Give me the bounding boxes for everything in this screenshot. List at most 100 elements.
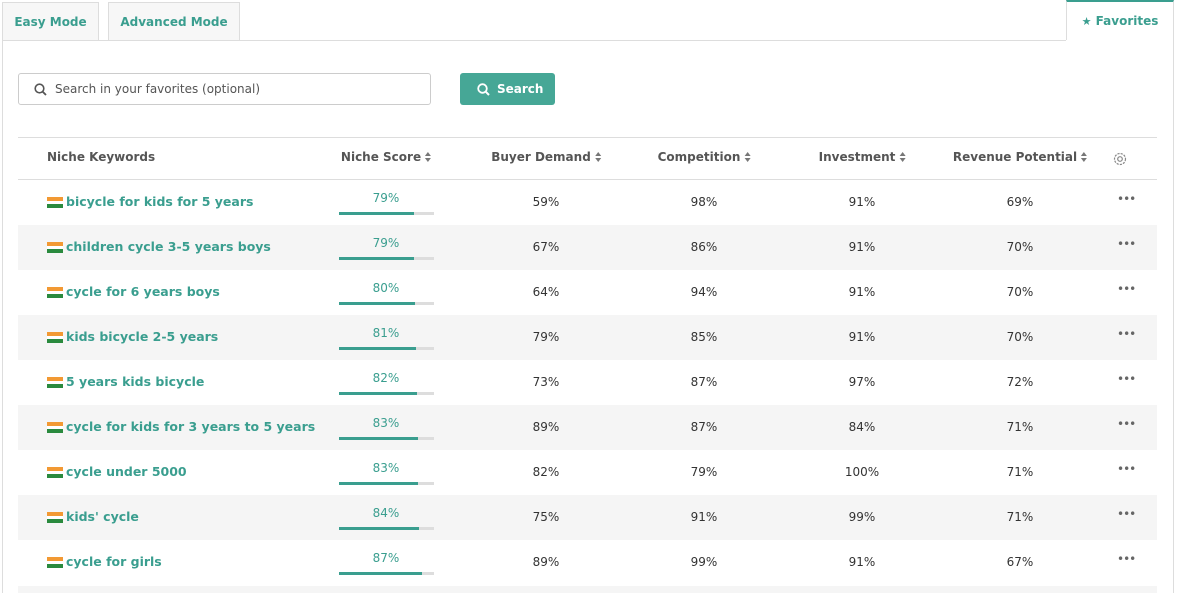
column-header[interactable]: Niche Score	[340, 150, 432, 164]
keyword-link[interactable]: cycle for kids for 3 years to 5 years	[66, 419, 316, 434]
cell-value: 91%	[848, 555, 876, 569]
cell-value: 71%	[1006, 420, 1034, 434]
flag-stripe	[47, 512, 63, 516]
niche-score-label: 87%	[372, 551, 400, 565]
flag-stripe	[47, 339, 63, 343]
header-label: Competition	[657, 150, 741, 164]
tab-label: Favorites	[1095, 14, 1159, 28]
column-header[interactable]: Competition	[658, 150, 751, 164]
cell-value: 79%	[532, 330, 560, 344]
cell-value: 99%	[690, 555, 718, 569]
flag-stripe	[47, 377, 63, 381]
cell-value: 97%	[848, 375, 876, 389]
keyword-link[interactable]: kids' cycle	[66, 509, 139, 524]
tab[interactable]: Advanced Mode	[108, 2, 240, 40]
flag-stripe	[47, 249, 63, 253]
score-bar	[339, 347, 416, 350]
niche-score-label: 81%	[372, 326, 400, 340]
cell-value: 75%	[532, 510, 560, 524]
score-bar	[339, 572, 422, 575]
keyword-link[interactable]: cycle for girls	[66, 554, 162, 569]
keyword-link[interactable]: cycle under 5000	[66, 464, 187, 479]
settings-icon[interactable]	[1112, 151, 1128, 167]
cell-value: 71%	[1006, 510, 1034, 524]
score-bar	[339, 482, 418, 485]
tab-active[interactable]: ★ Favorites	[1066, 0, 1174, 40]
niche-score-label: 80%	[372, 281, 400, 295]
cell-value: 100%	[844, 465, 880, 479]
cell-value: 59%	[532, 195, 560, 209]
cell-value: 85%	[690, 330, 718, 344]
header-label: Niche Keywords	[47, 150, 156, 164]
row-menu[interactable]: •••	[1117, 552, 1136, 566]
header-label: Revenue Potential	[952, 150, 1078, 164]
flag-stripe	[47, 242, 63, 246]
flag-icon	[47, 242, 63, 253]
cell-value: 67%	[532, 240, 560, 254]
row-menu[interactable]: •••	[1117, 192, 1136, 206]
cell-value: 91%	[690, 510, 718, 524]
cell-value: 71%	[1006, 465, 1034, 479]
cell-value: 98%	[690, 195, 718, 209]
score-track	[339, 302, 434, 305]
border	[1173, 40, 1174, 593]
score-track	[339, 212, 434, 215]
row-menu[interactable]: •••	[1117, 372, 1136, 386]
header-label: Investment	[818, 150, 896, 164]
column-header[interactable]: Investment	[819, 150, 906, 164]
row-menu[interactable]: •••	[1117, 237, 1136, 251]
keyword-link[interactable]: kids bicycle 2-5 years	[66, 329, 219, 344]
sort-icon	[744, 152, 751, 162]
tab[interactable]: Easy Mode	[2, 2, 99, 40]
keyword-link[interactable]: 5 years kids bicycle	[66, 374, 205, 389]
row-menu[interactable]: •••	[1117, 282, 1136, 296]
cell-value: 70%	[1006, 330, 1034, 344]
flag-stripe	[47, 519, 63, 523]
row-menu[interactable]: •••	[1117, 507, 1136, 521]
header-label: Buyer Demand	[491, 150, 591, 164]
flag-stripe	[47, 560, 63, 565]
placeholder: Search in your favorites (optional)	[55, 82, 261, 96]
keyword-link[interactable]: children cycle 3-5 years boys	[66, 239, 271, 254]
header-label: Niche Score	[340, 150, 422, 164]
row-menu[interactable]: •••	[1117, 417, 1136, 431]
row-stripe	[18, 405, 1157, 450]
score-track	[339, 482, 434, 485]
cell-value: 99%	[848, 510, 876, 524]
flag-stripe	[47, 422, 63, 426]
flag-stripe	[47, 335, 63, 340]
keyword-link[interactable]: cycle for 6 years boys	[66, 284, 220, 299]
score-bar	[339, 212, 415, 215]
flag-stripe	[47, 474, 63, 478]
cell-value: 70%	[1006, 285, 1034, 299]
row-menu[interactable]: •••	[1117, 327, 1136, 341]
flag-icon	[47, 287, 63, 298]
flag-icon	[47, 557, 63, 568]
row-menu[interactable]: •••	[1117, 462, 1136, 476]
star-icon: ★	[1081, 15, 1092, 28]
cell-value: 64%	[532, 285, 560, 299]
keyword-link[interactable]: bicycle for kids for 5 years	[66, 194, 254, 209]
niche-score-label: 79%	[372, 191, 400, 205]
cell-value: 87%	[690, 375, 718, 389]
flag-stripe	[47, 467, 63, 471]
flag-icon	[47, 512, 63, 523]
cell-value: 87%	[690, 420, 718, 434]
cell-value: 91%	[848, 240, 876, 254]
sort-icon	[1081, 152, 1088, 162]
score-bar	[339, 437, 418, 440]
score-track	[339, 572, 434, 575]
search-button[interactable]: Search	[460, 73, 555, 105]
flag-stripe	[47, 380, 63, 385]
cell-value: 72%	[1006, 375, 1034, 389]
cell-value: 91%	[848, 330, 876, 344]
search-icon	[477, 83, 490, 96]
flag-stripe	[47, 384, 63, 388]
column-header[interactable]: Revenue Potential	[952, 150, 1088, 164]
flag-stripe	[47, 200, 63, 205]
search-input[interactable]: Search in your favorites (optional)	[18, 73, 431, 105]
row-stripe	[18, 315, 1157, 360]
score-track	[339, 347, 434, 350]
column-header[interactable]: Buyer Demand	[491, 150, 601, 164]
